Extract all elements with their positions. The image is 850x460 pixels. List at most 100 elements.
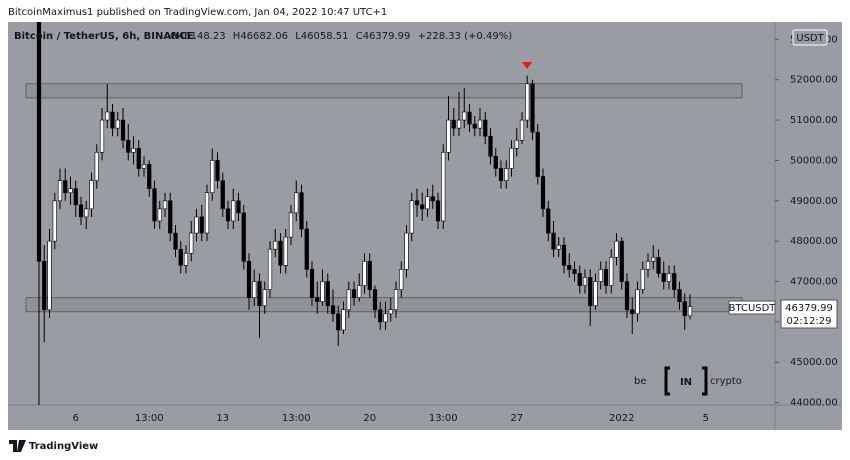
candle-body [136,148,141,169]
candle-body [451,119,456,129]
symbol-box [728,300,776,315]
y-tick-label: 44000.00 [790,398,838,409]
candle-body [126,139,131,153]
candle-body [362,261,367,286]
footer-logo [9,440,26,452]
candle-body [36,22,42,262]
countdown: 02:12:29 [787,316,832,327]
y-tick-label: 49000.00 [790,196,838,207]
candle-body [561,244,567,266]
candle-body [267,248,273,290]
peak-marker [522,62,532,69]
candle-body [357,285,362,298]
footer-brand: TradingView [29,441,98,452]
l-value: 46058.51 [301,31,349,42]
candle-body [99,119,105,153]
legend-ohlc: O46148.23 H46682.06 L46058.51 C46379.99 … [170,31,512,42]
candle-body [567,265,572,270]
candle-body [262,289,267,307]
candle-body [42,261,47,311]
candle-body [63,180,68,194]
candle-body [614,240,619,258]
x-tick-label: 20 [363,413,376,424]
candle-body [147,164,152,189]
c-value: 46379.99 [363,31,411,42]
candle-body [535,131,540,177]
candle-body [351,289,357,298]
candle-body [388,309,393,315]
watermark-be: be [634,376,647,387]
candle-body [173,232,178,250]
candle-body [241,212,246,262]
chart-background [8,22,842,430]
candle-body [672,273,677,290]
candle-body [257,281,262,307]
candle-body [666,273,672,282]
candle-body [540,176,546,210]
o-letter: O [170,31,178,42]
candle-body [509,148,514,169]
y-tick-label: 50000.00 [790,155,838,166]
candle-body [630,309,635,315]
candle-body [635,289,640,315]
candle-body [157,208,162,222]
candle-body [162,200,168,210]
c-letter: C [356,31,363,42]
candle-body [220,180,225,210]
candle-body [656,256,661,274]
candle-body [446,119,451,153]
candle-body [572,269,577,274]
candle-body [525,83,530,121]
o-value: 46148.23 [178,31,226,42]
candle-body [141,164,147,169]
candle-body [514,139,519,149]
candle-body [687,306,693,317]
candle-body [420,204,425,210]
candle-body [225,208,231,222]
y-tick-label: 51000.00 [790,115,838,126]
candle-body [682,301,687,317]
candle-body [651,256,656,262]
candle-body [661,273,666,282]
candle-body [73,188,78,206]
candle-body [252,281,257,298]
candle-body [309,269,315,298]
candle-body [467,111,472,125]
candle-body [414,200,420,206]
candle-body [204,192,210,234]
candle-body [210,160,215,194]
legend: Bitcoin / TetherUS, 6h, BINANCE O46148.2… [14,31,512,42]
watermark-brackets [664,366,708,396]
candle-body [383,313,388,323]
candle-body [372,289,378,311]
candle-body [593,281,598,307]
change: +228.33 (+0.49%) [418,31,513,42]
candle-body [530,83,535,133]
candle-body [677,289,682,302]
candle-body [330,305,336,315]
footer: TradingView [9,440,98,452]
candle-body [288,212,294,238]
candle-body [283,236,288,266]
candle-body [78,204,84,218]
candle-body [603,269,609,286]
candle-body [393,289,399,311]
candle-body [341,309,346,331]
candle-body [504,168,509,181]
candle-body [399,269,404,290]
current-price: 46379.99 [785,303,833,314]
zone [25,83,743,99]
candle-body [336,313,341,331]
candle-body [273,240,278,250]
candles [36,22,693,405]
candle-body [89,180,94,210]
candle-body [404,232,409,270]
candle-body [320,281,325,302]
zone [25,297,743,313]
candle-body [52,200,57,242]
watermark-in: IN [680,377,692,388]
candle-body [425,196,430,210]
y-tick-label: 47000.00 [790,277,838,288]
candle-body [477,119,483,129]
